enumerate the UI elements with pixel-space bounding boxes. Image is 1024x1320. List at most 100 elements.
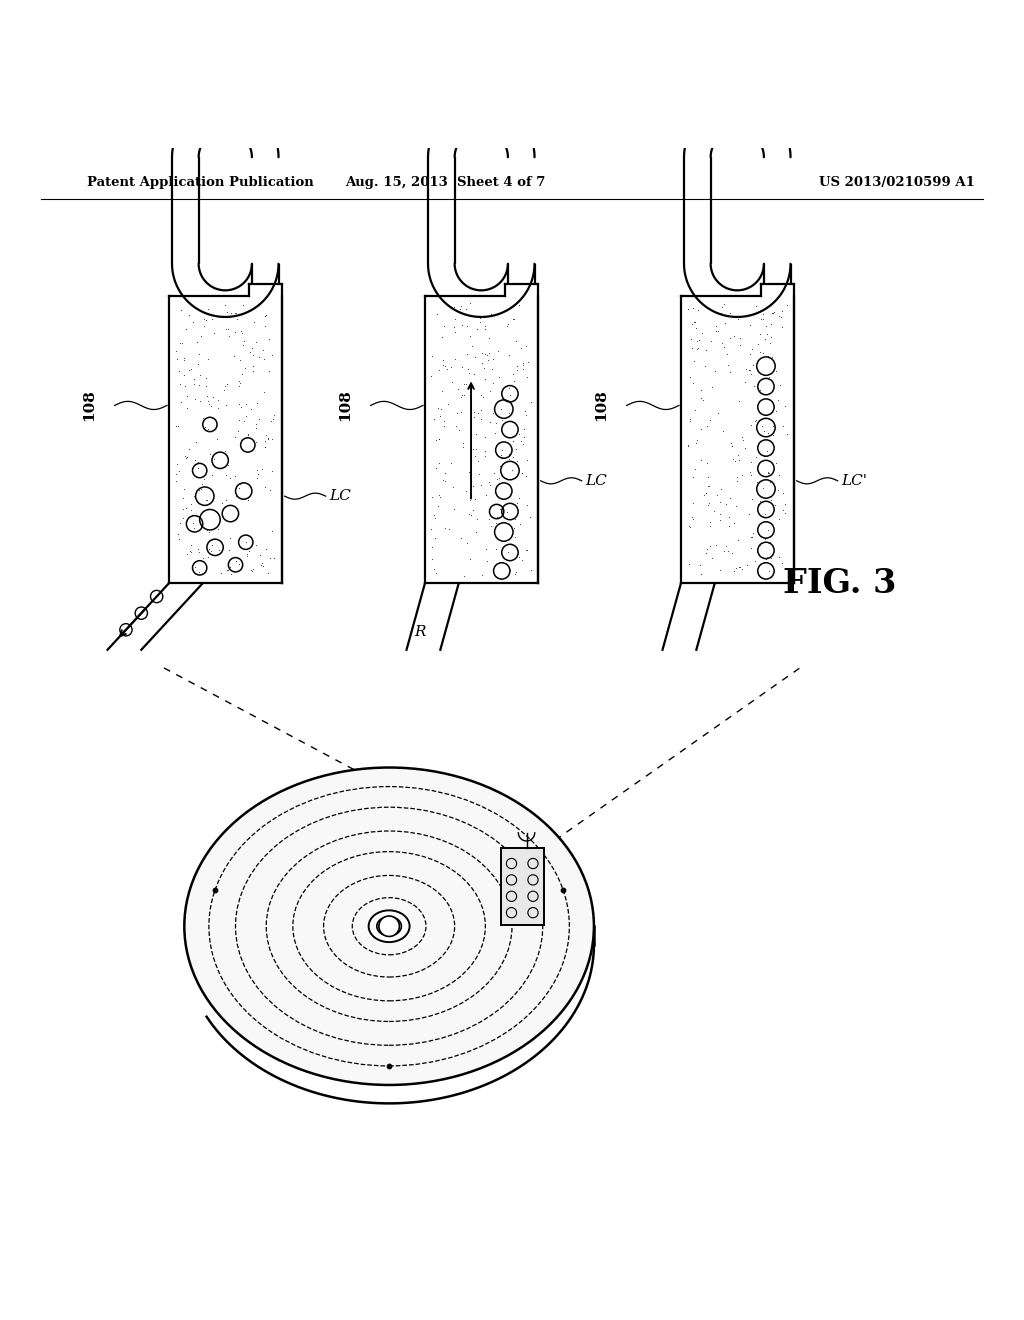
Point	[470, 403, 486, 424]
Point	[684, 314, 700, 335]
Point	[233, 363, 250, 384]
Point	[742, 465, 759, 486]
Point	[210, 397, 226, 418]
Point	[221, 557, 238, 578]
Point	[239, 545, 255, 566]
Point	[196, 408, 212, 429]
Point	[198, 367, 214, 388]
Point	[479, 345, 496, 366]
Point	[179, 385, 196, 407]
Point	[495, 440, 511, 461]
Point	[208, 414, 224, 436]
Point	[750, 379, 766, 400]
Point	[703, 546, 720, 568]
Point	[176, 347, 193, 368]
Point	[504, 459, 520, 480]
Point	[515, 354, 531, 375]
Point	[467, 346, 483, 367]
Point	[497, 99, 513, 120]
Point	[737, 371, 754, 392]
Point	[427, 458, 443, 479]
Point	[171, 461, 187, 482]
Point	[446, 317, 463, 338]
Point	[216, 379, 232, 400]
Point	[481, 475, 498, 496]
Point	[333, 114, 349, 135]
Point	[424, 345, 440, 366]
Point	[193, 479, 209, 500]
Point	[752, 491, 768, 512]
Point	[924, 114, 940, 135]
Point	[199, 375, 215, 396]
Point	[179, 397, 196, 418]
Point	[869, 106, 886, 127]
Point	[171, 360, 187, 381]
Point	[230, 371, 247, 392]
Point	[708, 321, 724, 342]
Point	[172, 512, 188, 533]
Point	[519, 450, 536, 471]
Point	[207, 879, 223, 900]
Point	[726, 512, 742, 533]
Point	[455, 433, 471, 454]
Point	[483, 304, 500, 325]
Point	[697, 483, 714, 504]
Point	[178, 319, 195, 341]
Point	[879, 112, 895, 133]
Point	[759, 441, 775, 462]
Point	[259, 429, 275, 450]
Point	[513, 338, 529, 359]
Point	[725, 449, 741, 470]
Point	[245, 345, 261, 366]
Point	[432, 405, 449, 426]
Point	[763, 548, 779, 569]
Point	[716, 337, 732, 358]
Point	[764, 302, 780, 323]
Point	[522, 391, 539, 412]
Point	[695, 389, 712, 411]
Point	[729, 470, 745, 491]
Point	[464, 335, 480, 356]
Point	[749, 447, 765, 469]
Point	[446, 322, 463, 343]
Point	[199, 385, 215, 407]
Point	[181, 305, 198, 326]
Point	[627, 107, 643, 128]
Point	[434, 469, 451, 490]
Point	[699, 539, 716, 560]
Point	[248, 432, 264, 453]
Point	[195, 548, 211, 569]
Point	[456, 374, 472, 395]
Point	[453, 528, 469, 549]
Point	[205, 385, 221, 407]
Point	[708, 315, 724, 337]
Point	[430, 397, 446, 418]
Point	[693, 379, 710, 400]
Point	[920, 112, 936, 133]
Point	[740, 360, 757, 381]
Point	[230, 393, 247, 414]
Point	[498, 467, 514, 488]
Point	[699, 467, 716, 488]
Point	[721, 302, 737, 323]
Point	[728, 466, 744, 487]
Point	[726, 560, 742, 581]
Point	[681, 515, 697, 536]
Point	[712, 504, 728, 525]
Point	[748, 411, 764, 432]
Point	[221, 100, 238, 121]
Point	[245, 355, 261, 376]
Point	[217, 294, 233, 315]
Point	[434, 106, 451, 127]
Point	[760, 511, 776, 532]
Point	[447, 348, 464, 370]
Point	[204, 465, 220, 486]
Point	[201, 521, 217, 543]
Point	[481, 342, 498, 363]
Point	[181, 438, 198, 459]
Point	[522, 506, 539, 527]
Point	[504, 395, 520, 416]
Point	[227, 550, 244, 572]
Point	[263, 459, 280, 480]
Point	[249, 459, 265, 480]
